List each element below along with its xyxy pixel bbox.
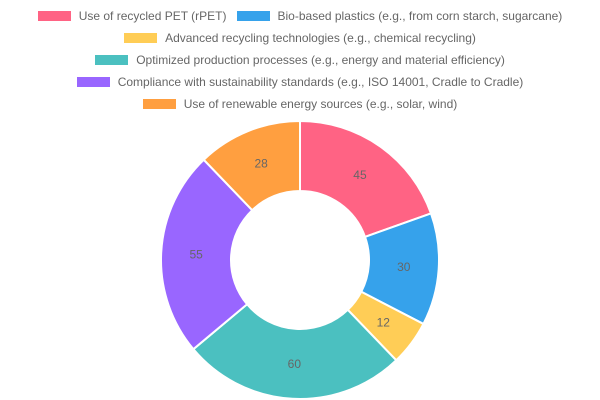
legend-row: Advanced recycling technologies (e.g., c…: [0, 27, 600, 49]
slice-value-label: 45: [353, 168, 367, 182]
slice-value-label: 30: [397, 260, 411, 274]
doughnut-slice[interactable]: [202, 119, 301, 212]
chart-legend: Use of recycled PET (rPET) Bio-based plas…: [0, 0, 600, 115]
legend-label: Use of renewable energy sources (e.g., s…: [183, 97, 458, 111]
legend-item[interactable]: Advanced recycling technologies (e.g., c…: [124, 31, 476, 45]
legend-label: Compliance with sustainability standards…: [117, 75, 524, 89]
legend-label: Optimized production processes (e.g., en…: [136, 53, 505, 67]
doughnut-slice[interactable]: [160, 158, 254, 351]
slice-value-label: 60: [288, 357, 302, 371]
legend-row: Compliance with sustainability standards…: [0, 71, 600, 93]
slice-value-label: 28: [255, 157, 269, 171]
legend-item[interactable]: Bio-based plastics (e.g., from corn star…: [236, 9, 563, 23]
legend-item[interactable]: Compliance with sustainability standards…: [76, 75, 524, 89]
legend-item[interactable]: Use of recycled PET (rPET): [37, 9, 227, 23]
legend-label: Advanced recycling technologies (e.g., c…: [165, 31, 476, 45]
slice-value-label: 55: [189, 247, 203, 261]
legend-swatch: [124, 33, 158, 43]
legend-swatch: [76, 77, 110, 87]
legend-item[interactable]: Optimized production processes (e.g., en…: [95, 53, 505, 67]
legend-label: Use of recycled PET (rPET): [78, 9, 227, 23]
legend-swatch: [236, 11, 270, 21]
slice-value-label: 12: [377, 315, 391, 329]
legend-swatch: [142, 99, 176, 109]
doughnut-slice[interactable]: [191, 302, 398, 400]
doughnut-slice[interactable]: [299, 119, 433, 239]
legend-row: Optimized production processes (e.g., en…: [0, 49, 600, 71]
legend-label: Bio-based plastics (e.g., from corn star…: [277, 9, 563, 23]
legend-row: Use of recycled PET (rPET) Bio-based plas…: [0, 5, 600, 27]
legend-swatch: [95, 55, 129, 65]
legend-swatch: [37, 11, 71, 21]
legend-row: Use of renewable energy sources (e.g., s…: [0, 93, 600, 115]
legend-item[interactable]: Use of renewable energy sources (e.g., s…: [142, 97, 458, 111]
